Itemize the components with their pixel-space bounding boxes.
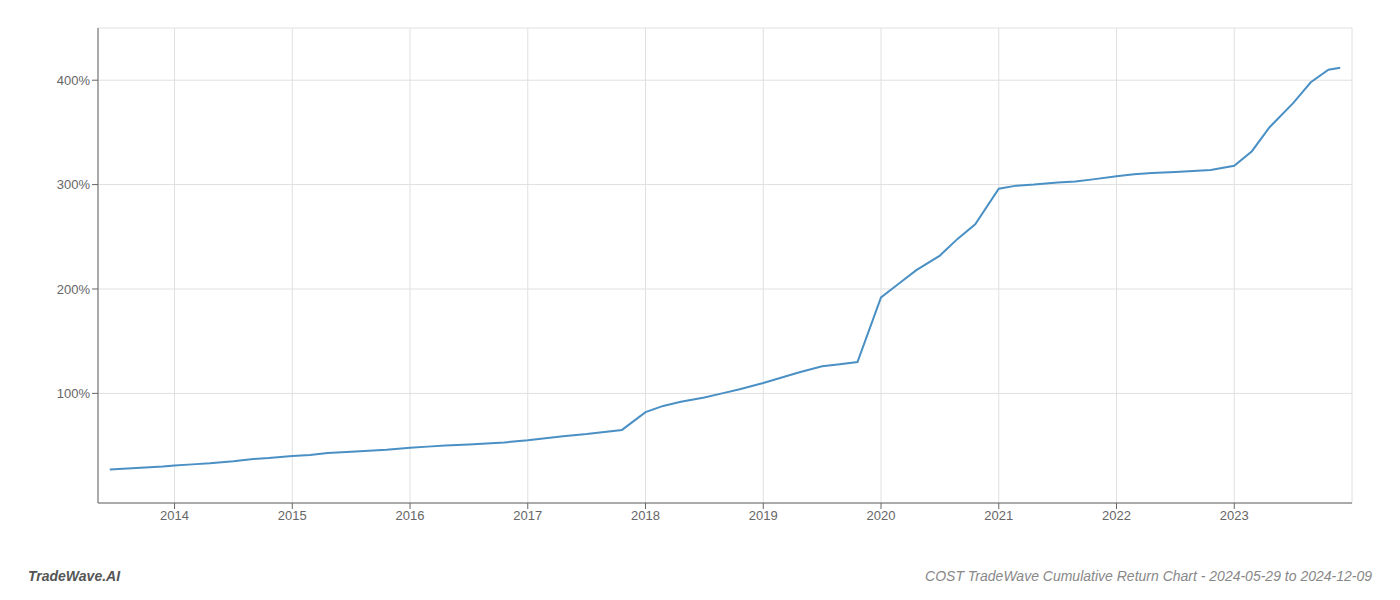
html-text:COST TradeWave Cumulative Retu: COST TradeWave Cumulative Return Chart -…	[925, 568, 1372, 584]
svg-text:2020: 2020	[867, 508, 896, 523]
svg-text:300%: 300%	[57, 177, 91, 192]
svg-text:2019: 2019	[749, 508, 778, 523]
svg-text:2017: 2017	[513, 508, 542, 523]
svg-text:2014: 2014	[160, 508, 189, 523]
svg-text:200%: 200%	[57, 282, 91, 297]
svg-text:400%: 400%	[57, 73, 91, 88]
svg-text:2021: 2021	[984, 508, 1013, 523]
svg-text:100%: 100%	[57, 386, 91, 401]
svg-text:2023: 2023	[1220, 508, 1249, 523]
html-text:TradeWave.AI: TradeWave.AI	[28, 568, 121, 584]
svg-text:2015: 2015	[278, 508, 307, 523]
svg-text:2016: 2016	[396, 508, 425, 523]
svg-text:2022: 2022	[1102, 508, 1131, 523]
svg-text:2018: 2018	[631, 508, 660, 523]
